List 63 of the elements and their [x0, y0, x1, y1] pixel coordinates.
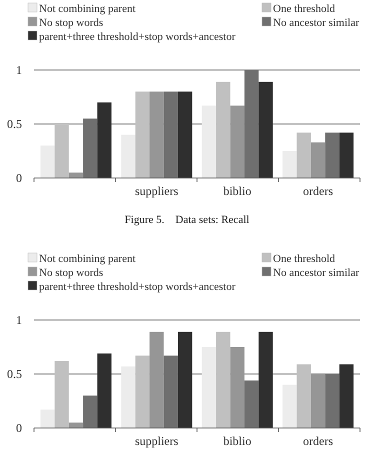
bar: [325, 374, 340, 428]
x-tick-label: biblio: [223, 184, 252, 198]
legend-label: No ancestor similar: [273, 17, 360, 29]
bar: [296, 132, 311, 178]
bar: [121, 366, 136, 428]
legend-label: parent+three threshold+stop words+ancestor: [39, 31, 236, 43]
bar: [178, 332, 192, 428]
bar: [339, 364, 354, 428]
bar: [258, 332, 273, 428]
legend-label: No stop words: [39, 267, 104, 279]
legend-label: One threshold: [273, 253, 336, 265]
legend-label: parent+three threshold+stop words+ancestor: [39, 281, 236, 293]
bar: [68, 422, 84, 428]
bar: [282, 151, 297, 178]
bar: [40, 410, 55, 428]
bar: [135, 356, 150, 428]
y-tick-label: 0.5: [7, 117, 22, 131]
y-tick-label: 1: [16, 313, 22, 327]
bar: [121, 134, 136, 178]
x-tick-label: orders: [303, 434, 334, 448]
x-tick-label: suppliers: [134, 434, 179, 448]
x-tick-label: suppliers: [134, 184, 179, 198]
legend-label: No ancestor similar: [273, 267, 360, 279]
bar: [164, 92, 178, 178]
bar: [230, 106, 244, 178]
x-tick-label: orders: [303, 184, 334, 198]
bar: [97, 353, 112, 428]
bar: [339, 132, 354, 178]
bar: [244, 380, 259, 428]
bar: [68, 172, 84, 178]
bar: [40, 146, 55, 178]
bar: [97, 102, 112, 178]
bar: [83, 118, 98, 178]
y-tick-label: 0: [16, 421, 22, 435]
bar: [164, 356, 178, 428]
bar: [325, 132, 340, 178]
bar: [178, 92, 192, 178]
bar: [230, 347, 244, 428]
bar: [310, 374, 326, 428]
bar: [216, 332, 230, 428]
bar: [216, 82, 230, 178]
x-tick-label: biblio: [223, 434, 252, 448]
bar: [202, 347, 216, 428]
bar: [202, 106, 216, 178]
bar: [296, 364, 311, 428]
bar: [54, 124, 69, 178]
y-tick-label: 1: [16, 63, 22, 77]
legend-label: No stop words: [39, 17, 104, 29]
legend-label: One threshold: [273, 3, 336, 15]
bar: [135, 92, 150, 178]
bar: [258, 82, 273, 178]
caption: Figure 5. Data sets: Recall: [124, 214, 250, 226]
y-tick-label: 0: [16, 171, 22, 185]
bar: [150, 332, 164, 428]
legend-label: Not combining parent: [39, 253, 136, 265]
bar: [83, 396, 98, 428]
legend-label: Not combining parent: [39, 3, 136, 15]
bar: [244, 70, 259, 178]
bar: [150, 92, 164, 178]
bar: [282, 384, 297, 428]
y-tick-label: 0.5: [7, 367, 22, 381]
bar: [310, 142, 326, 178]
bar: [54, 361, 69, 428]
